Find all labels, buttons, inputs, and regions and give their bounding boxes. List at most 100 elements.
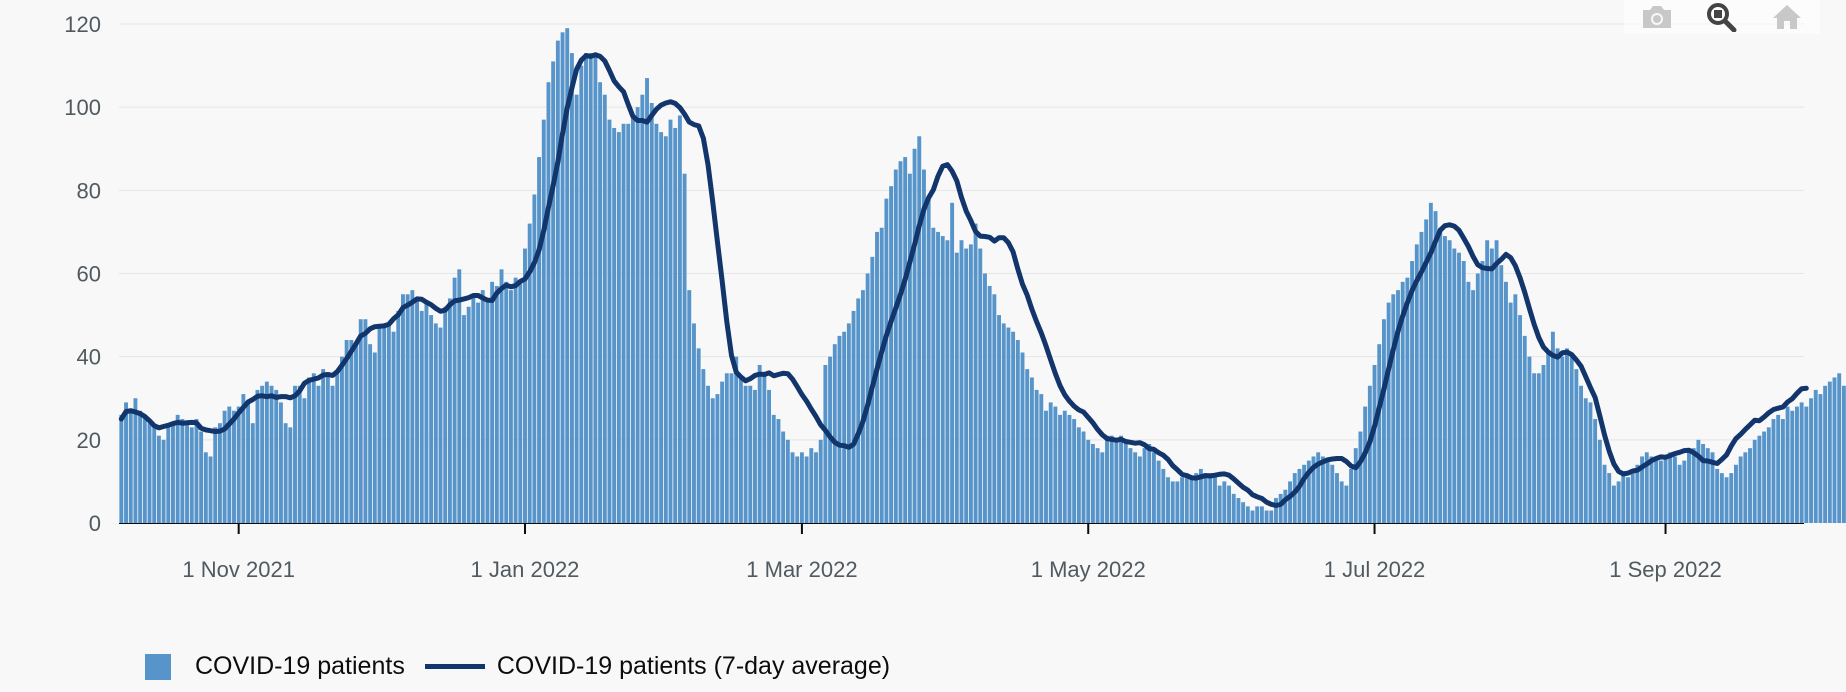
bar[interactable] bbox=[1518, 315, 1522, 523]
bar[interactable] bbox=[1504, 281, 1508, 523]
bar[interactable] bbox=[175, 414, 180, 523]
bar[interactable] bbox=[1527, 356, 1532, 523]
bar[interactable] bbox=[1649, 456, 1654, 523]
bar[interactable] bbox=[879, 227, 884, 523]
bar[interactable] bbox=[250, 423, 255, 523]
bar[interactable] bbox=[1654, 460, 1659, 523]
bar[interactable] bbox=[1151, 452, 1156, 523]
bar[interactable] bbox=[278, 402, 283, 523]
bar[interactable] bbox=[128, 410, 133, 523]
bar[interactable] bbox=[687, 290, 692, 523]
bar[interactable] bbox=[1414, 244, 1419, 523]
bar[interactable] bbox=[1733, 464, 1738, 523]
bar[interactable] bbox=[1813, 389, 1818, 523]
bar[interactable] bbox=[466, 306, 471, 523]
bar[interactable] bbox=[419, 310, 424, 523]
bar[interactable] bbox=[1630, 473, 1635, 523]
bar[interactable] bbox=[1090, 443, 1095, 523]
bar[interactable] bbox=[767, 389, 772, 523]
bar[interactable] bbox=[922, 169, 926, 523]
bar[interactable] bbox=[119, 414, 124, 523]
legend-item-average[interactable]: COVID-19 patients (7-day average) bbox=[424, 652, 890, 681]
bar[interactable] bbox=[269, 385, 274, 523]
bar[interactable] bbox=[382, 323, 387, 523]
bar[interactable] bbox=[889, 186, 894, 524]
bar[interactable] bbox=[729, 373, 734, 523]
bar[interactable] bbox=[1381, 319, 1386, 523]
bar[interactable] bbox=[832, 344, 837, 523]
bar[interactable] bbox=[1161, 468, 1166, 523]
bar[interactable] bbox=[410, 290, 415, 523]
bar[interactable] bbox=[1325, 460, 1330, 523]
bar[interactable] bbox=[1208, 473, 1213, 523]
bar[interactable] bbox=[785, 439, 790, 523]
bar[interactable] bbox=[1597, 439, 1602, 523]
bar[interactable] bbox=[227, 406, 232, 523]
bar[interactable] bbox=[490, 281, 495, 523]
bar[interactable] bbox=[494, 285, 499, 523]
bar[interactable] bbox=[236, 406, 241, 523]
bar[interactable] bbox=[1438, 227, 1443, 523]
bar[interactable] bbox=[1259, 506, 1264, 523]
bar[interactable] bbox=[358, 319, 363, 523]
bar[interactable] bbox=[1672, 456, 1677, 523]
bar[interactable] bbox=[654, 123, 659, 524]
bar[interactable] bbox=[283, 423, 288, 523]
bar[interactable] bbox=[452, 277, 457, 523]
bar[interactable] bbox=[1827, 381, 1832, 523]
bar[interactable] bbox=[1034, 389, 1039, 523]
bar[interactable] bbox=[856, 298, 861, 523]
bar[interactable] bbox=[185, 423, 190, 523]
bar[interactable] bbox=[1799, 402, 1804, 523]
bar[interactable] bbox=[1006, 327, 1011, 523]
bar[interactable] bbox=[293, 385, 297, 523]
chart-plot[interactable]: 0 20 40 60 80 100 120 1 Nov 2021 1 Jan 2022 1 Ma… bbox=[0, 0, 1846, 650]
bar[interactable] bbox=[1011, 331, 1016, 523]
bar[interactable] bbox=[274, 389, 279, 523]
bar[interactable] bbox=[1682, 460, 1687, 523]
bar[interactable] bbox=[1198, 468, 1203, 523]
bar[interactable] bbox=[959, 240, 964, 523]
bar[interactable] bbox=[1292, 473, 1297, 523]
bar[interactable] bbox=[1691, 448, 1696, 523]
bar[interactable] bbox=[1471, 290, 1476, 523]
bar[interactable] bbox=[1184, 473, 1189, 523]
bar[interactable] bbox=[1480, 261, 1485, 523]
bar[interactable] bbox=[508, 290, 513, 523]
bar[interactable] bbox=[1166, 477, 1170, 523]
bar[interactable] bbox=[1536, 373, 1541, 523]
bar[interactable] bbox=[692, 323, 696, 523]
bar[interactable] bbox=[1400, 281, 1405, 523]
bar[interactable] bbox=[335, 373, 340, 523]
bar[interactable] bbox=[1776, 414, 1781, 523]
bar[interactable] bbox=[1532, 373, 1537, 523]
bar[interactable] bbox=[1100, 452, 1105, 523]
bar[interactable] bbox=[1677, 464, 1682, 523]
bar[interactable] bbox=[1593, 419, 1598, 523]
bar[interactable] bbox=[945, 240, 950, 523]
bar[interactable] bbox=[673, 127, 678, 523]
bar[interactable] bbox=[241, 394, 246, 523]
bar[interactable] bbox=[771, 414, 776, 523]
bar[interactable] bbox=[1217, 485, 1222, 523]
bar[interactable] bbox=[1189, 477, 1194, 523]
bar[interactable] bbox=[1025, 369, 1030, 523]
bar[interactable] bbox=[842, 331, 847, 523]
bar[interactable] bbox=[1701, 443, 1706, 523]
bar[interactable] bbox=[302, 398, 307, 523]
bar[interactable] bbox=[260, 385, 265, 523]
bar[interactable] bbox=[682, 173, 687, 523]
bar[interactable] bbox=[907, 173, 912, 523]
bar[interactable] bbox=[386, 323, 391, 523]
bar[interactable] bbox=[457, 269, 462, 523]
bar[interactable] bbox=[1095, 448, 1100, 523]
bar[interactable] bbox=[1105, 435, 1109, 523]
bar[interactable] bbox=[1757, 435, 1762, 523]
bar[interactable] bbox=[189, 427, 194, 523]
bar[interactable] bbox=[471, 294, 476, 523]
bar[interactable] bbox=[738, 377, 743, 523]
bar[interactable] bbox=[1391, 294, 1396, 523]
bar[interactable] bbox=[734, 356, 739, 523]
bar[interactable] bbox=[1818, 394, 1823, 523]
bar[interactable] bbox=[1715, 468, 1720, 523]
